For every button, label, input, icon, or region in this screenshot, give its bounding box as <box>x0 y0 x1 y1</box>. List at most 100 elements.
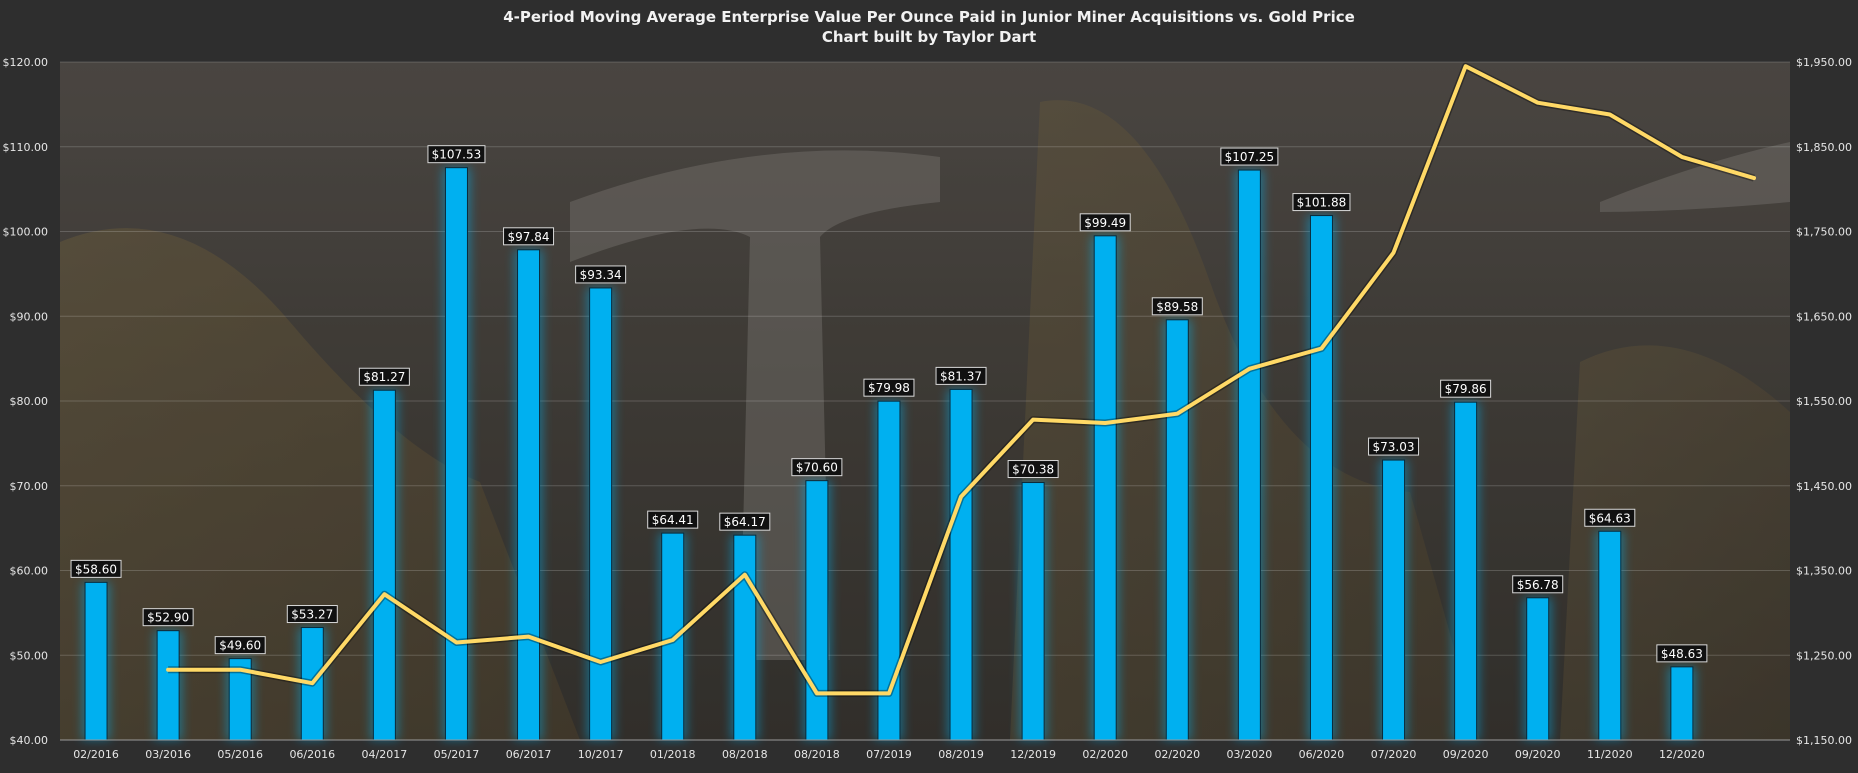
data-label-box <box>70 559 122 578</box>
bar-series <box>82 167 1696 741</box>
y-right-tick-label: $1,250.00 <box>1796 649 1852 662</box>
data-label: $52.90 <box>147 611 189 625</box>
data-label-box <box>791 458 843 477</box>
x-tick-label: 02/2016 <box>73 748 119 761</box>
data-label-box <box>1440 379 1492 398</box>
data-label: $107.53 <box>432 148 482 162</box>
bar <box>1670 666 1694 741</box>
bar <box>1165 319 1189 741</box>
y-right-tick-label: $1,350.00 <box>1796 565 1852 578</box>
bar <box>1598 530 1622 741</box>
x-tick-label: 11/2020 <box>1587 748 1633 761</box>
bar <box>805 480 829 741</box>
x-tick-label: 05/2017 <box>434 748 480 761</box>
data-labels: $58.60 $52.90 $49.60 $53.27 $81.27 $107.53 $97… <box>70 145 1708 663</box>
y-right-tick-label: $1,850.00 <box>1796 141 1852 154</box>
data-label-box <box>214 636 266 655</box>
y-left-tick-label: $90.00 <box>10 310 49 323</box>
bar <box>1382 459 1406 741</box>
data-label: $64.17 <box>724 515 766 529</box>
x-tick-label: 06/2016 <box>289 748 335 761</box>
x-tick-label: 06/2017 <box>506 748 552 761</box>
bar <box>517 249 541 741</box>
data-label-box <box>1007 460 1059 479</box>
bar <box>1309 215 1333 741</box>
x-tick-label: 05/2016 <box>217 748 263 761</box>
pickaxe-shape <box>570 150 940 660</box>
y-right-tick-label: $1,950.00 <box>1796 56 1852 69</box>
x-tick-label: 10/2017 <box>578 748 624 761</box>
data-label-box <box>1368 437 1420 456</box>
data-label: $79.98 <box>868 381 910 395</box>
data-label-box <box>1292 193 1351 212</box>
x-tick-label: 02/2020 <box>1154 748 1200 761</box>
data-label: $89.58 <box>1156 300 1198 314</box>
data-label-box <box>647 510 699 529</box>
bar <box>1526 597 1550 741</box>
bar <box>1093 235 1117 741</box>
data-label-box <box>1584 508 1636 527</box>
y-right-tick-label: $1,650.00 <box>1796 310 1852 323</box>
y-left-tick-label: $60.00 <box>10 565 49 578</box>
data-label: $107.25 <box>1225 150 1275 164</box>
data-label: $93.34 <box>580 268 622 282</box>
y-right-tick-label: $1,150.00 <box>1796 734 1852 747</box>
data-label-box <box>1220 147 1279 166</box>
gold-price-line <box>166 64 1756 696</box>
y-right-tick-label: $1,550.00 <box>1796 395 1852 408</box>
data-label: $79.86 <box>1445 382 1487 396</box>
data-label: $73.03 <box>1373 440 1415 454</box>
y-left-tick-label: $100.00 <box>3 226 49 239</box>
x-tick-label: 04/2017 <box>362 748 408 761</box>
y-left-tick-label: $80.00 <box>10 395 49 408</box>
x-tick-label: 12/2019 <box>1010 748 1056 761</box>
x-tick-label: 07/2020 <box>1371 748 1417 761</box>
data-label-box <box>358 367 410 386</box>
bar <box>444 167 468 741</box>
data-label-box <box>1151 297 1203 316</box>
x-tick-label: 06/2020 <box>1299 748 1345 761</box>
data-label: $56.78 <box>1517 578 1559 592</box>
data-label: $64.41 <box>652 513 694 527</box>
data-label: $49.60 <box>219 639 261 653</box>
x-tick-label: 02/2020 <box>1082 748 1128 761</box>
gold-price-line-series <box>166 62 1756 697</box>
x-tick-label: 03/2020 <box>1227 748 1273 761</box>
x-tick-label: 03/2016 <box>145 748 191 761</box>
bar <box>589 287 613 741</box>
data-label: $97.84 <box>508 230 550 244</box>
y-left-tick-label: $70.00 <box>10 480 49 493</box>
y-right-tick-label: $1,450.00 <box>1796 480 1852 493</box>
data-label: $81.27 <box>363 370 405 384</box>
bar <box>1237 169 1261 741</box>
data-label: $81.37 <box>940 369 982 383</box>
data-label-box <box>286 605 338 624</box>
data-label-box <box>1656 644 1708 663</box>
bar <box>84 581 108 741</box>
bar <box>1021 482 1045 741</box>
x-tick-label: 07/2019 <box>866 748 912 761</box>
data-label: $64.63 <box>1589 511 1631 525</box>
data-label-box <box>503 227 555 246</box>
bar <box>372 389 396 741</box>
data-label: $99.49 <box>1084 216 1126 230</box>
data-label-box <box>935 366 987 385</box>
data-label: $58.60 <box>75 562 117 576</box>
data-label-box <box>1079 213 1131 232</box>
x-tick-label: 08/2019 <box>938 748 984 761</box>
y-left-tick-label: $40.00 <box>10 734 49 747</box>
chart-subtitle: Chart built by Taylor Dart <box>821 28 1037 46</box>
chart-title: 4-Period Moving Average Enterprise Value… <box>503 8 1355 26</box>
y-right-tick-label: $1,750.00 <box>1796 226 1852 239</box>
plot-dim-overlay <box>60 62 1790 740</box>
plot-background-image <box>60 62 1790 740</box>
axes: $40.00 $50.00 $60.00 $70.00 $80.00 $90.00 $100… <box>3 56 1852 761</box>
x-tick-label: 09/2020 <box>1515 748 1561 761</box>
data-label-box <box>142 608 194 627</box>
data-label: $101.88 <box>1297 196 1347 210</box>
gridlines <box>60 61 1790 741</box>
data-label: $48.63 <box>1661 647 1703 661</box>
y-left-tick-label: $110.00 <box>3 141 49 154</box>
